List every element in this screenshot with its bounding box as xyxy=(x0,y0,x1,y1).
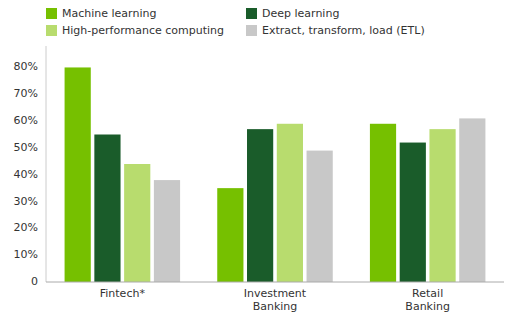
y-axis-line xyxy=(46,46,47,282)
chart: 0 10% 20% 30% 40% 50% 60% 70% 80% Fintech* Investm… xyxy=(0,0,516,322)
y-tick-label: 40% xyxy=(14,168,38,181)
x-tick-label: RetailBanking xyxy=(405,287,450,313)
y-tick-label: 10% xyxy=(14,248,38,261)
legend-label: High-performance computing xyxy=(62,24,224,37)
bar xyxy=(370,124,396,282)
legend-label: Deep learning xyxy=(262,7,339,20)
x-tick-label: Fintech* xyxy=(100,287,146,300)
legend-swatch xyxy=(246,8,257,19)
y-tick-label: 30% xyxy=(14,195,38,208)
legend-label: Extract, transform, load (ETL) xyxy=(262,24,425,37)
bar xyxy=(247,129,273,282)
bar xyxy=(400,143,426,282)
y-tick-label: 70% xyxy=(14,87,38,100)
bar xyxy=(124,164,150,282)
bar xyxy=(94,135,120,283)
legend-swatch xyxy=(46,8,57,19)
bar xyxy=(154,180,180,282)
y-tick-label: 0 xyxy=(31,275,38,288)
x-tick-label: InvestmentBanking xyxy=(244,287,307,313)
legend-label: Machine learning xyxy=(62,7,156,20)
x-axis-line xyxy=(46,282,504,283)
y-tick-label: 50% xyxy=(14,141,38,154)
y-tick-label: 80% xyxy=(14,60,38,73)
y-tick-label: 20% xyxy=(14,221,38,234)
bars xyxy=(65,67,486,282)
x-axis: Fintech* InvestmentBanking RetailBanking xyxy=(46,282,504,313)
bar xyxy=(307,151,333,282)
y-tick-label: 60% xyxy=(14,114,38,127)
legend: Machine learning Deep learning High-perfor… xyxy=(46,7,425,37)
legend-swatch xyxy=(46,25,57,36)
bar xyxy=(277,124,303,282)
bar xyxy=(429,129,455,282)
bar xyxy=(217,188,243,282)
bar xyxy=(65,67,91,282)
legend-swatch xyxy=(246,25,257,36)
y-axis: 0 10% 20% 30% 40% 50% 60% 70% 80% xyxy=(14,46,46,288)
bar xyxy=(459,118,485,282)
